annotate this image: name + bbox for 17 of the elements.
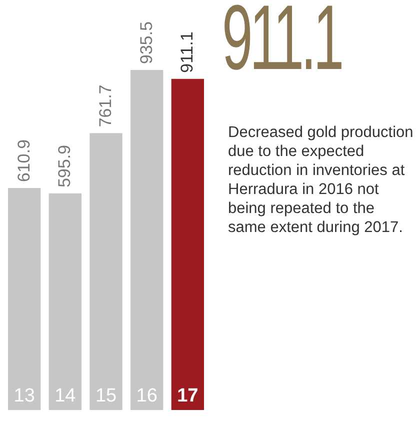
bar xyxy=(130,70,164,410)
x-tick-label: 16 xyxy=(136,386,158,406)
data-label: 595.9 xyxy=(55,144,74,188)
text: Decreased gold production due to the expected reduction in inventories at Herradura in 2016 not being repeated to the same extent during 2017. xyxy=(228,124,414,238)
x-tick-label: 13 xyxy=(14,386,35,406)
bar xyxy=(48,193,82,410)
bar xyxy=(171,78,204,410)
x-tick-label: 14 xyxy=(54,386,76,406)
bar xyxy=(90,133,122,410)
data-label: 911.1 xyxy=(178,32,197,73)
data-label: 761.7 xyxy=(96,84,115,128)
x-tick-label: 17 xyxy=(177,386,198,406)
data-label: 935.5 xyxy=(136,21,156,64)
chart-title: 911.1 xyxy=(222,0,342,91)
data-label: 610.9 xyxy=(14,139,34,182)
bar xyxy=(8,188,41,410)
x-tick-label: 15 xyxy=(95,386,117,406)
